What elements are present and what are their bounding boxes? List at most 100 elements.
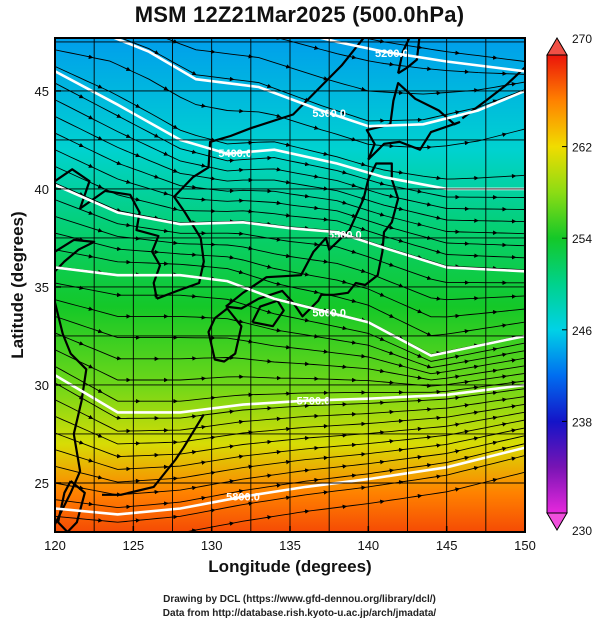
contour-line: [55, 70, 525, 191]
streamline-arrow: [379, 292, 385, 297]
streamline-arrow: [304, 193, 310, 199]
x-tick-label: 150: [514, 538, 536, 553]
streamline-arrow: [135, 28, 140, 29]
streamline-arrow: [379, 336, 385, 341]
coastline-asia-coast: [55, 302, 88, 525]
streamline-arrow: [172, 124, 178, 129]
streamline-arrow: [313, 125, 319, 130]
streamline-arrow: [463, 140, 470, 146]
streamline-arrow: [285, 142, 291, 147]
streamline-arrow: [304, 509, 310, 514]
streamline-arrow: [350, 183, 357, 188]
streamline-arrow: [379, 212, 385, 217]
streamline-arrow: [322, 151, 329, 156]
streamline-arrow: [125, 133, 131, 138]
streamline-arrow: [398, 170, 404, 175]
contour-label: 5200.0: [375, 48, 409, 60]
streamline-arrow: [200, 424, 207, 430]
streamline-arrow: [97, 433, 103, 438]
streamline-arrow: [454, 395, 460, 401]
streamline-arrow: [210, 435, 216, 440]
streamline-arrow: [360, 485, 366, 491]
streamline-arrow: [454, 354, 460, 359]
streamline-arrow: [398, 480, 404, 485]
streamline-arrow: [510, 380, 517, 385]
streamline-arrow: [416, 189, 423, 194]
streamline-arrow: [153, 50, 160, 55]
streamline-arrow: [388, 350, 395, 355]
streamline-arrow: [350, 54, 357, 60]
streamline-arrow: [266, 83, 272, 89]
streamline-arrow: [360, 162, 366, 167]
streamline-arrow: [238, 319, 244, 324]
coastline-korea-west: [55, 168, 162, 299]
streamline-arrow: [97, 228, 103, 233]
streamline-arrow: [87, 115, 94, 120]
coastline-taiwan: [57, 480, 86, 532]
streamline-arrow: [115, 208, 122, 213]
streamline-arrow: [229, 9, 234, 10]
streamline-arrow: [285, 495, 291, 501]
streamline-arrow: [228, 444, 235, 449]
streamline-arrow: [97, 84, 103, 89]
streamline-arrow: [210, 176, 216, 181]
streamline-arrow: [435, 370, 442, 376]
streamline-arrow: [341, 110, 348, 115]
y-tick-label: 45: [35, 84, 49, 99]
x-tick-label: 125: [122, 538, 144, 553]
streamline-arrow: [210, 470, 216, 476]
streamline-arrow: [426, 202, 432, 207]
streamline-arrow: [435, 215, 442, 220]
streamline-arrow: [87, 306, 94, 311]
streamline-arrow: [341, 279, 348, 284]
streamline-arrow: [97, 184, 103, 189]
streamline-arrow: [426, 275, 432, 280]
coastline-shandong: [55, 238, 96, 273]
streamline-arrow: [463, 379, 470, 385]
streamline-arrow: [275, 237, 282, 242]
streamline-arrow: [492, 390, 498, 396]
colorbar: 270 262 254 246 238 230: [546, 32, 592, 538]
streamline-arrow: [426, 463, 432, 468]
streamline-arrow: [388, 262, 395, 267]
streamline-arrow: [267, 14, 272, 15]
streamline-arrow: [304, 161, 310, 167]
streamline-arrow: [285, 253, 291, 259]
streamline-arrow: [200, 163, 207, 168]
streamline-arrow: [463, 403, 470, 408]
streamline-arrow: [492, 368, 498, 374]
streamline-arrow: [266, 221, 272, 227]
streamline-arrow: [266, 309, 272, 314]
streamline-arrow: [78, 191, 84, 197]
coastline-ryukyu: [102, 413, 205, 496]
x-ticks: 120 125 130 135 140 145 150: [44, 526, 536, 553]
streamline-arrow: [341, 200, 348, 205]
streamline-arrow: [125, 66, 131, 71]
x-tick-label: 130: [201, 538, 223, 553]
streamline-arrow: [97, 135, 103, 141]
streamline-arrow: [360, 86, 366, 92]
coastline-hokkaido: [365, 82, 461, 161]
streamline-arrow: [350, 298, 357, 304]
streamline-arrow: [116, 356, 122, 361]
streamline-arrow: [285, 213, 291, 218]
streamline-arrow: [134, 197, 141, 202]
streamline-arrow: [379, 459, 385, 465]
streamline-arrow: [87, 54, 94, 59]
streamline-arrow: [87, 364, 94, 369]
streamline-arrow: [473, 466, 479, 471]
coastline-shikoku: [251, 299, 285, 328]
streamline-arrow: [266, 515, 272, 520]
streamline-arrow: [228, 479, 235, 484]
streamline-arrow: [388, 225, 395, 230]
streamline-arrow: [454, 422, 460, 427]
streamline-arrow: [191, 4, 196, 5]
x-tick-label: 140: [357, 538, 379, 553]
streamline-arrow: [360, 226, 366, 232]
y-ticks: 25 30 35 40 45: [35, 84, 61, 491]
contour-line: [316, 38, 525, 73]
streamline-arrow: [510, 82, 517, 87]
streamline-arrow: [191, 485, 197, 491]
streamline-arrow: [87, 254, 94, 259]
